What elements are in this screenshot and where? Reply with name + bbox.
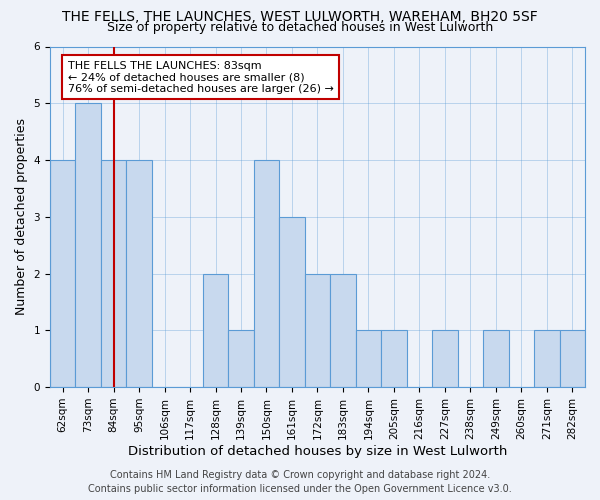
Bar: [279, 217, 305, 387]
Text: Size of property relative to detached houses in West Lulworth: Size of property relative to detached ho…: [107, 22, 493, 35]
Bar: [356, 330, 381, 387]
Bar: [101, 160, 127, 387]
Y-axis label: Number of detached properties: Number of detached properties: [15, 118, 28, 316]
X-axis label: Distribution of detached houses by size in West Lulworth: Distribution of detached houses by size …: [128, 444, 507, 458]
Bar: [305, 274, 330, 387]
Bar: [228, 330, 254, 387]
Bar: [534, 330, 560, 387]
Bar: [203, 274, 228, 387]
Bar: [483, 330, 509, 387]
Bar: [254, 160, 279, 387]
Bar: [381, 330, 407, 387]
Text: THE FELLS, THE LAUNCHES, WEST LULWORTH, WAREHAM, BH20 5SF: THE FELLS, THE LAUNCHES, WEST LULWORTH, …: [62, 10, 538, 24]
Bar: [76, 104, 101, 387]
Bar: [560, 330, 585, 387]
Bar: [50, 160, 76, 387]
Bar: [330, 274, 356, 387]
Text: THE FELLS THE LAUNCHES: 83sqm
← 24% of detached houses are smaller (8)
76% of se: THE FELLS THE LAUNCHES: 83sqm ← 24% of d…: [68, 60, 334, 94]
Bar: [432, 330, 458, 387]
Bar: [127, 160, 152, 387]
Text: Contains HM Land Registry data © Crown copyright and database right 2024.
Contai: Contains HM Land Registry data © Crown c…: [88, 470, 512, 494]
